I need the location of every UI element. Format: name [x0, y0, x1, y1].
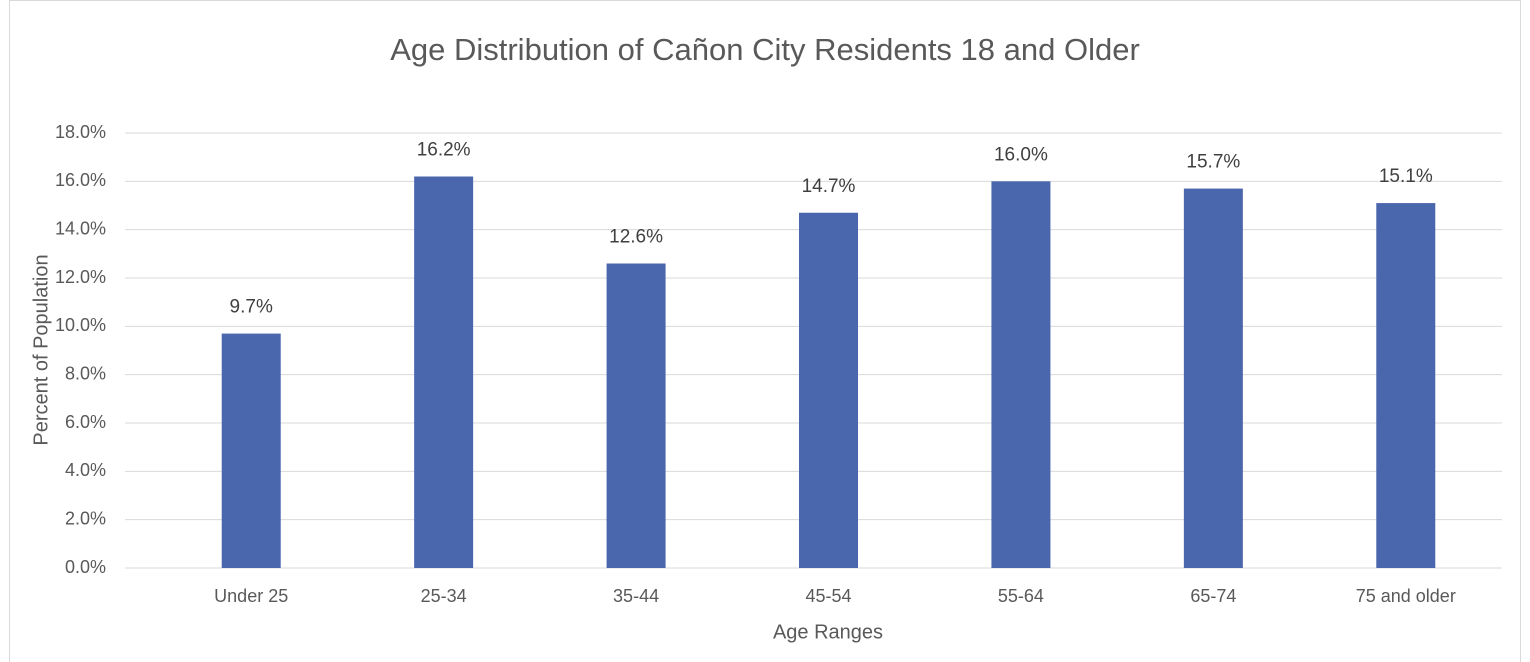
x-tick-label: Under 25 — [214, 586, 288, 606]
y-tick-label: 14.0% — [55, 218, 106, 238]
value-label: 14.7% — [802, 176, 856, 197]
bar — [606, 263, 666, 568]
x-tick-label: 75 and older — [1356, 586, 1456, 606]
chart-border — [9, 0, 1521, 662]
bar — [991, 181, 1051, 569]
x-tick-label: 25-34 — [421, 586, 467, 606]
y-tick-label: 18.0% — [55, 122, 106, 142]
y-tick-label: 4.0% — [65, 460, 106, 480]
value-label: 15.7% — [1186, 152, 1240, 173]
x-tick-label: 45-54 — [805, 586, 851, 606]
bar — [1183, 188, 1243, 569]
x-tick-label: 35-44 — [613, 586, 659, 606]
x-tick-label: 65-74 — [1190, 586, 1236, 606]
y-tick-label: 2.0% — [65, 508, 106, 528]
bar — [221, 333, 281, 568]
bar — [414, 176, 474, 568]
y-tick-label: 10.0% — [55, 315, 106, 335]
x-axis-title: Age Ranges — [773, 621, 883, 643]
y-tick-label: 12.0% — [55, 267, 106, 287]
y-tick-label: 16.0% — [55, 170, 106, 190]
value-label: 16.0% — [994, 144, 1048, 165]
bar — [1376, 203, 1436, 569]
value-label: 12.6% — [609, 227, 663, 248]
value-label: 16.2% — [417, 140, 471, 161]
y-tick-label: 6.0% — [65, 412, 106, 432]
bar — [799, 212, 858, 568]
y-tick-label: 8.0% — [65, 363, 106, 383]
value-label: 9.7% — [230, 297, 273, 318]
chart-title: Age Distribution of Cañon City Residents… — [390, 32, 1140, 67]
value-label: 15.1% — [1379, 166, 1433, 187]
x-tick-label: 55-64 — [998, 586, 1044, 606]
y-tick-label: 0.0% — [65, 557, 106, 577]
y-axis-title: Percent of Population — [30, 254, 52, 445]
